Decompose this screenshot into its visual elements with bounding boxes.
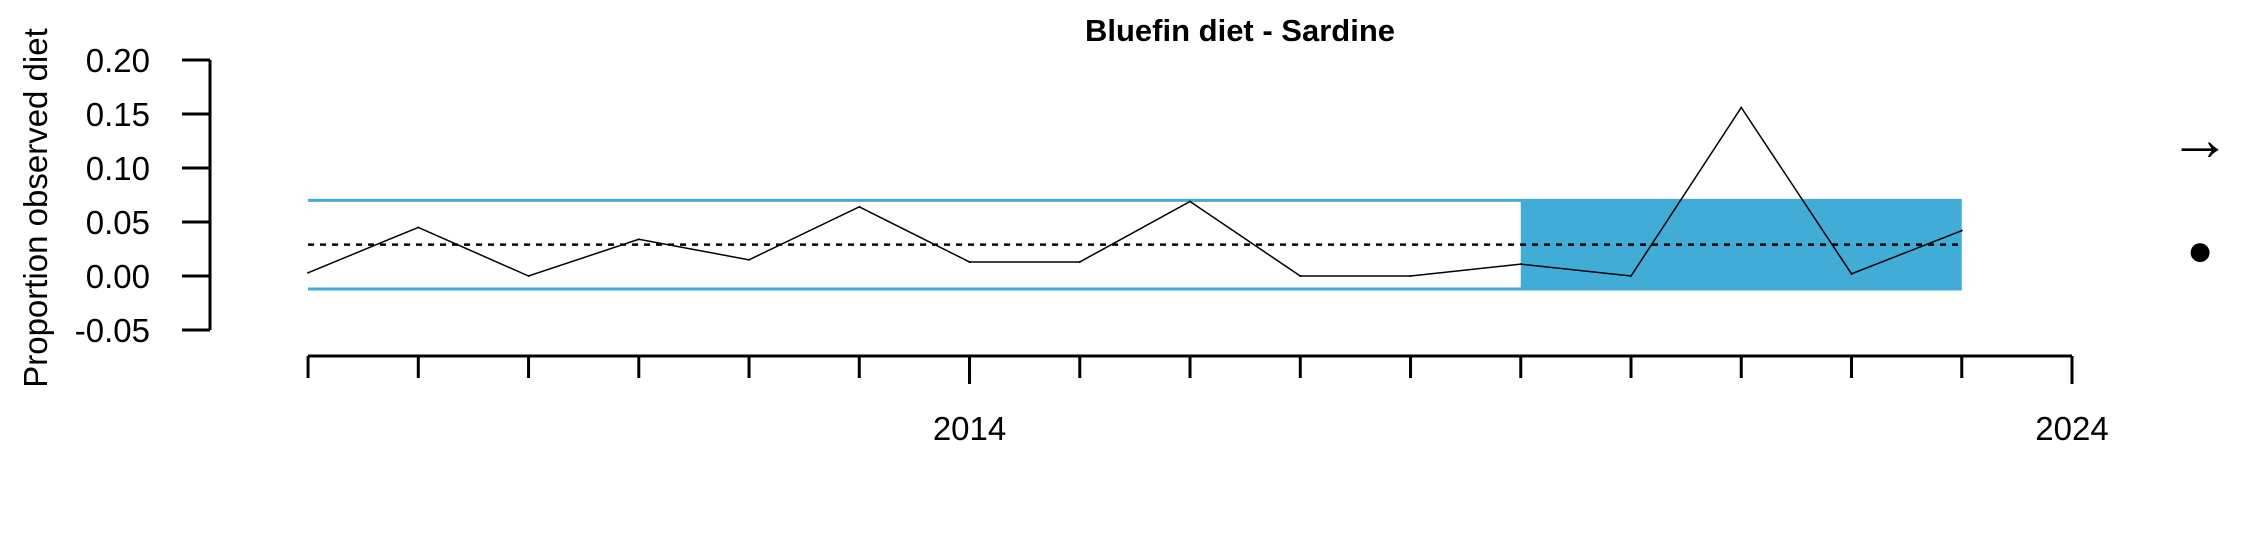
data-point [1189,200,1192,203]
chart-title: Bluefin diet - Sardine [1085,13,1395,48]
data-point [858,205,861,208]
y-axis: -0.05 0.00 0.05 0.10 0.15 0.20 [75,42,212,349]
data-point [527,275,530,277]
x-tick-label: 2014 [933,410,1006,447]
data-point [1409,275,1412,277]
y-axis-label: Proportion observed diet [17,28,54,388]
y-tick-label: 0.10 [86,150,150,187]
y-tick-label: 0.00 [86,258,150,295]
y-tick-label: 0.20 [86,42,150,79]
data-point [1850,272,1853,275]
y-tick-label: 0.05 [86,204,150,241]
y-tick-label: 0.15 [86,96,150,133]
data-point [637,238,640,241]
y-tick-label: -0.05 [75,312,150,349]
data-point [968,260,971,263]
x-axis: 2014 2024 [306,354,2109,447]
data-point [1519,263,1522,266]
data-point [307,271,310,274]
data-point [417,226,420,229]
x-tick-label: 2024 [2035,410,2108,447]
trend-arrow-icon: → [2169,105,2231,174]
data-point [748,258,751,261]
data-point [1630,275,1633,277]
data-point [1078,260,1081,263]
data-point [1299,275,1302,277]
status-dot-icon: ● [2187,226,2214,275]
data-point [1740,106,1743,109]
series-line [307,106,1963,277]
data-point [1960,229,1963,232]
